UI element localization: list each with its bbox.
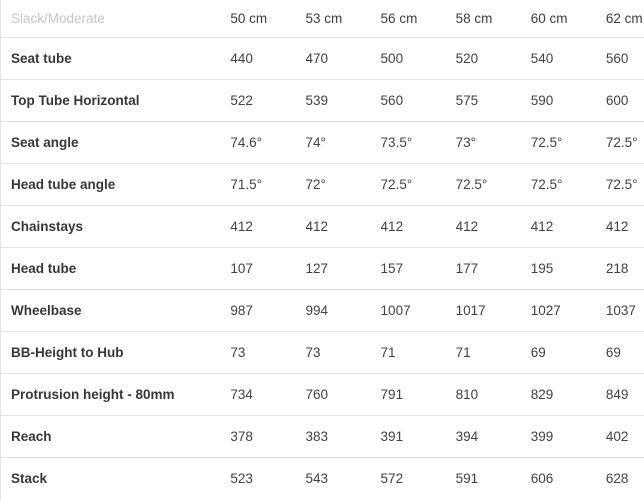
- table-row: BB-Height to Hub 73 73 71 71 69 69: [1, 331, 644, 374]
- cell-value: 378: [230, 415, 306, 458]
- table-row: Protrusion height - 80mm 734 760 791 810 829 8…: [1, 373, 644, 416]
- row-label: Protrusion height - 80mm: [1, 373, 231, 416]
- row-label: Head tube: [1, 247, 231, 290]
- cell-value: 628: [605, 470, 629, 486]
- table-row: Seat tube 440 470 500 520 540 560: [1, 37, 644, 80]
- cell-value: 157: [380, 247, 456, 290]
- cell-value: 1007: [380, 289, 456, 332]
- corner-label: Slack/Moderate: [1, 0, 231, 38]
- row-label: Top Tube Horizontal: [1, 79, 231, 122]
- cell-value: 218: [605, 247, 644, 290]
- cell-value: 71.5°: [230, 163, 306, 206]
- cell-value: 849: [605, 373, 644, 416]
- row-label: BB-Height to Hub: [1, 331, 231, 374]
- cell-value: 543: [305, 470, 328, 486]
- cell-value: 600: [605, 79, 644, 122]
- column-header: 53 cm: [305, 0, 381, 38]
- column-header: 50 cm: [230, 0, 306, 38]
- cell-value: 72.5°: [605, 121, 644, 164]
- cell-value: 591: [455, 470, 479, 486]
- cell-value: 69: [605, 331, 644, 374]
- column-header: 58 cm: [455, 0, 531, 38]
- row-label: Head tube angle: [1, 163, 231, 206]
- row-label: Reach: [1, 415, 231, 458]
- cell-value: 69: [530, 331, 606, 374]
- cell-value: 829: [530, 373, 606, 416]
- cell-value: 412: [230, 205, 306, 248]
- cell-value: 391: [380, 415, 456, 458]
- cell-value: 72.5°: [530, 163, 606, 206]
- table-row: Head tube angle 71.5° 72° 72.5° 72.5° 72.5° 72…: [1, 163, 644, 206]
- cell-value: 440: [230, 37, 306, 80]
- cell-value: 810: [455, 373, 531, 416]
- cell-value: 540: [530, 37, 606, 80]
- cell-value: 177: [455, 247, 531, 290]
- cell-value: 412: [455, 205, 531, 248]
- table-row: Seat angle 74.6° 74° 73.5° 73° 72.5° 72.5°: [1, 121, 644, 164]
- cell-value: 520: [455, 37, 531, 80]
- cell-value: 74.6°: [230, 121, 306, 164]
- cell-value: 575: [455, 79, 531, 122]
- cell-value: 560: [605, 37, 644, 80]
- cell-value: 72°: [305, 163, 381, 206]
- cell-value: 394: [455, 415, 531, 458]
- cell-value: 539: [305, 79, 381, 122]
- cell-value: 74°: [305, 121, 381, 164]
- cell-value: 73: [230, 331, 306, 374]
- column-header: 62 cm: [605, 0, 644, 38]
- row-label: Seat tube: [1, 37, 231, 80]
- cell-value: 606: [530, 470, 554, 486]
- cell-value: 572: [380, 470, 404, 486]
- cell-value: 994: [305, 289, 381, 332]
- row-label: Chainstays: [1, 205, 231, 248]
- cell-value: 195: [530, 247, 606, 290]
- cell-value: 412: [305, 205, 381, 248]
- cell-value: 71: [380, 331, 456, 374]
- cell-value: 470: [305, 37, 381, 80]
- cell-value: 412: [530, 205, 606, 248]
- table-row: Top Tube Horizontal 522 539 560 575 590 600: [1, 79, 644, 122]
- table-row: Chainstays 412 412 412 412 412 412: [1, 205, 644, 248]
- cell-value: 791: [380, 373, 456, 416]
- cell-value: 383: [305, 415, 381, 458]
- cell-value: 522: [230, 79, 306, 122]
- row-label: Seat angle: [1, 121, 231, 164]
- table-row: Wheelbase 987 994 1007 1017 1027 1037: [1, 289, 644, 332]
- cell-value: 72.5°: [455, 163, 531, 206]
- cell-value: 1037: [605, 289, 644, 332]
- cell-value: 73: [305, 331, 381, 374]
- table-row: Stack 523 543 572 591 606 628: [1, 457, 644, 499]
- header-row: Slack/Moderate 50 cm 53 cm 56 cm 58 cm 60 cm…: [1, 0, 644, 38]
- cell-value: 412: [380, 205, 456, 248]
- cell-value: 73.5°: [380, 121, 456, 164]
- cell-value: 107: [230, 247, 306, 290]
- cell-value: 560: [380, 79, 456, 122]
- column-header: 56 cm: [380, 0, 456, 38]
- cell-value: 72.5°: [530, 121, 606, 164]
- cell-value: 500: [380, 37, 456, 80]
- row-label: Stack: [11, 470, 48, 486]
- cell-value: 71: [455, 331, 531, 374]
- cell-value: 590: [530, 79, 606, 122]
- column-header: 60 cm: [530, 0, 606, 38]
- cell-value: 760: [305, 373, 381, 416]
- table-row: Reach 378 383 391 394 399 402: [1, 415, 644, 458]
- cell-value: 72.5°: [605, 163, 644, 206]
- cell-value: 72.5°: [380, 163, 456, 206]
- cell-value: 127: [305, 247, 381, 290]
- cell-value: 73°: [455, 121, 531, 164]
- row-label: Wheelbase: [1, 289, 231, 332]
- cell-value: 987: [230, 289, 306, 332]
- cell-value: 1027: [530, 289, 606, 332]
- cell-value: 523: [230, 470, 253, 486]
- table-row: Head tube 107 127 157 177 195 218: [1, 247, 644, 290]
- cell-value: 399: [530, 415, 606, 458]
- cell-value: 412: [605, 205, 644, 248]
- cell-value: 734: [230, 373, 306, 416]
- cell-value: 1017: [455, 289, 531, 332]
- cell-value: 402: [605, 415, 644, 458]
